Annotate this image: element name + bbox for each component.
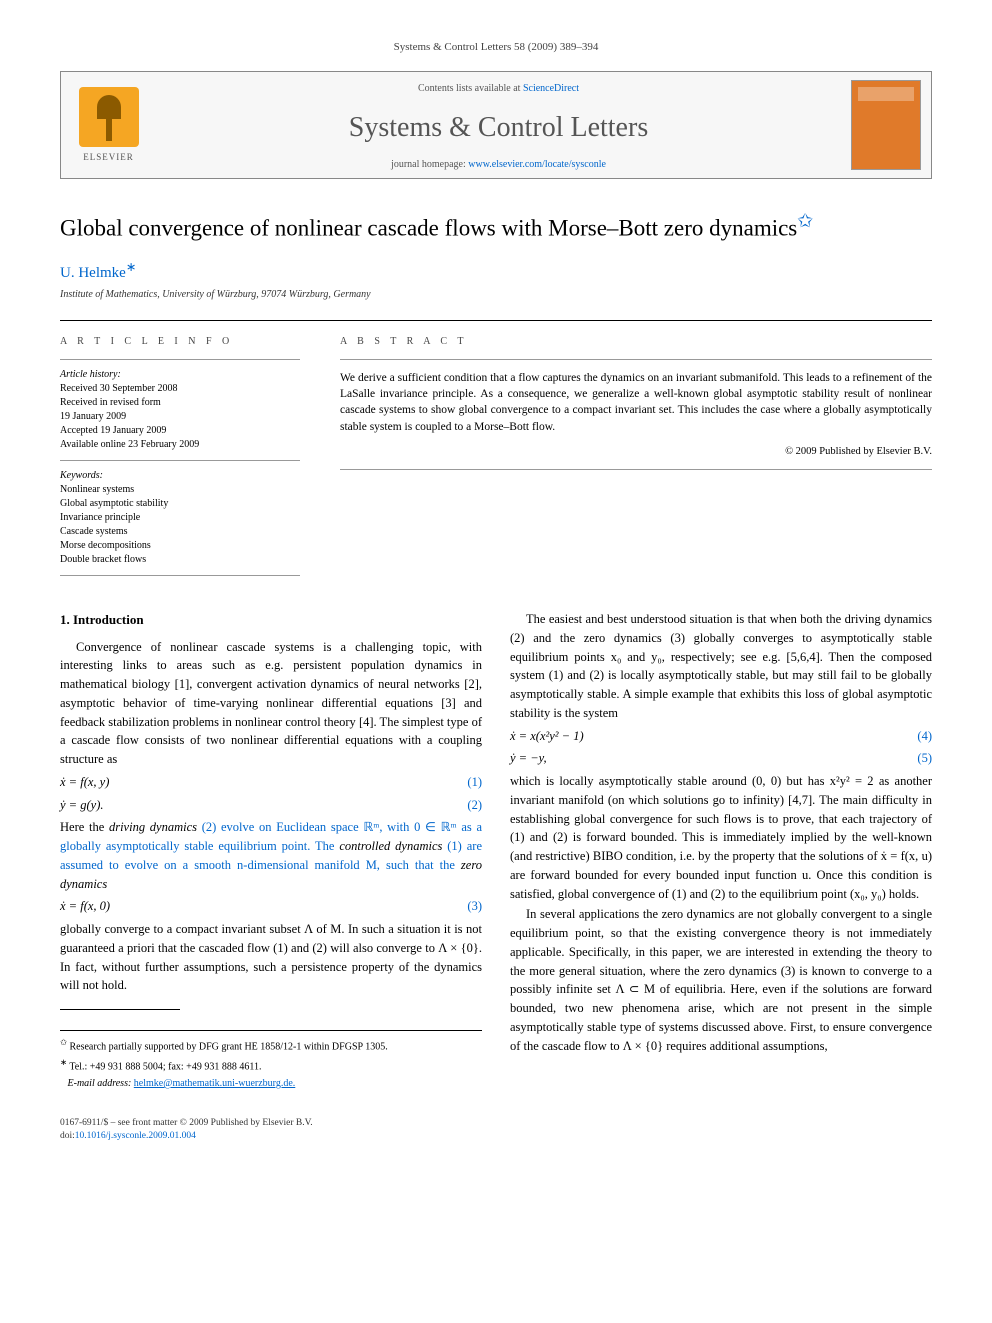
doi-link[interactable]: 10.1016/j.sysconle.2009.01.004 xyxy=(75,1131,196,1141)
cover-thumb-block xyxy=(841,72,931,178)
keyword: Nonlinear systems xyxy=(60,483,300,497)
paragraph: In several applications the zero dynamic… xyxy=(510,905,932,1055)
paragraph: Convergence of nonlinear cascade systems… xyxy=(60,638,482,769)
eq-body: ẋ = x(x²y² − 1) xyxy=(510,727,584,746)
homepage-line: journal homepage: www.elsevier.com/locat… xyxy=(156,158,841,172)
fn-mark: ∗ xyxy=(60,1058,67,1067)
equation: ẏ = g(y). (2) xyxy=(60,796,482,815)
author-line: U. Helmke∗ xyxy=(60,259,932,284)
paragraph: The easiest and best understood situatio… xyxy=(510,610,932,723)
author-mark: ∗ xyxy=(126,260,136,274)
body-columns: 1. Introduction Convergence of nonlinear… xyxy=(60,610,932,1093)
info-abstract-row: A R T I C L E I N F O Article history: R… xyxy=(60,335,932,584)
page-footer: 0167-6911/$ – see front matter © 2009 Pu… xyxy=(60,1117,932,1144)
fn-mark: ✩ xyxy=(60,1038,67,1047)
abstract-copyright: © 2009 Published by Elsevier B.V. xyxy=(340,445,932,460)
keyword: Double bracket flows xyxy=(60,553,300,567)
eq-number: (3) xyxy=(467,897,482,916)
publisher-label: ELSEVIER xyxy=(83,151,134,164)
journal-banner: ELSEVIER Contents lists available at Sci… xyxy=(60,71,932,179)
history-item: Accepted 19 January 2009 xyxy=(60,424,300,438)
homepage-link[interactable]: www.elsevier.com/locate/sysconle xyxy=(468,159,606,170)
email-label: E-mail address: xyxy=(68,1078,132,1089)
publisher-logo-block: ELSEVIER xyxy=(61,72,156,178)
journal-cover-icon xyxy=(851,80,921,170)
info-label: A R T I C L E I N F O xyxy=(60,335,300,349)
keyword: Invariance principle xyxy=(60,511,300,525)
contents-line: Contents lists available at ScienceDirec… xyxy=(156,82,841,96)
fn-text: Tel.: +49 931 888 5004; fax: +49 931 888… xyxy=(69,1061,261,1072)
paragraph: Here the driving dynamics (2) evolve on … xyxy=(60,818,482,893)
eq-body: ẏ = g(y). xyxy=(60,796,103,815)
keyword: Morse decompositions xyxy=(60,539,300,553)
text: Here the xyxy=(60,820,109,834)
footnotes: ✩ Research partially supported by DFG gr… xyxy=(60,1030,482,1091)
abstract: A B S T R A C T We derive a sufficient c… xyxy=(340,335,932,584)
equation: ẏ = −y, (5) xyxy=(510,749,932,768)
doi-label: doi: xyxy=(60,1131,75,1141)
abstract-text: We derive a sufficient condition that a … xyxy=(340,370,932,434)
eq-number: (5) xyxy=(917,749,932,768)
eq-number: (2) xyxy=(467,796,482,815)
eq-number: (4) xyxy=(917,727,932,746)
keywords-label: Keywords: xyxy=(60,469,300,483)
author-name: U. Helmke xyxy=(60,265,126,281)
title-note-mark: ✩ xyxy=(797,211,813,232)
email-link[interactable]: helmke@mathematik.uni-wuerzburg.de. xyxy=(134,1078,295,1089)
section-heading: 1. Introduction xyxy=(60,610,482,630)
eq-body: ẏ = −y, xyxy=(510,749,547,768)
emph: driving dynamics xyxy=(109,820,197,834)
fn-text: Research partially supported by DFG gran… xyxy=(69,1042,387,1053)
paper-title: Global convergence of nonlinear cascade … xyxy=(60,209,932,245)
affiliation: Institute of Mathematics, University of … xyxy=(60,288,932,302)
eq-body: ẋ = f(x, y) xyxy=(60,773,109,792)
article-info: A R T I C L E I N F O Article history: R… xyxy=(60,335,300,584)
history-item: Received 30 September 2008 xyxy=(60,382,300,396)
contents-prefix: Contents lists available at xyxy=(418,83,523,94)
history-item: 19 January 2009 xyxy=(60,410,300,424)
footer-doi: doi:10.1016/j.sysconle.2009.01.004 xyxy=(60,1130,932,1143)
divider xyxy=(60,320,932,321)
equation: ẋ = f(x, y) (1) xyxy=(60,773,482,792)
eq-body: ẋ = f(x, 0) xyxy=(60,897,110,916)
paragraph: globally converge to a compact invariant… xyxy=(60,920,482,995)
keyword: Global asymptotic stability xyxy=(60,497,300,511)
history-label: Article history: xyxy=(60,368,300,382)
footnote: ✩ Research partially supported by DFG gr… xyxy=(60,1037,482,1054)
footnote-email: E-mail address: helmke@mathematik.uni-wu… xyxy=(60,1076,482,1091)
banner-center: Contents lists available at ScienceDirec… xyxy=(156,72,841,178)
elsevier-tree-icon xyxy=(79,87,139,147)
emph: controlled dynamics xyxy=(339,839,442,853)
history-item: Available online 23 February 2009 xyxy=(60,438,300,452)
equation: ẋ = f(x, 0) (3) xyxy=(60,897,482,916)
history-item: Received in revised form xyxy=(60,396,300,410)
paragraph: which is locally asymptotically stable a… xyxy=(510,772,932,903)
equation: ẋ = x(x²y² − 1) (4) xyxy=(510,727,932,746)
sciencedirect-link[interactable]: ScienceDirect xyxy=(523,83,579,94)
eq-number: (1) xyxy=(467,773,482,792)
footnote: ∗ Tel.: +49 931 888 5004; fax: +49 931 8… xyxy=(60,1057,482,1074)
abstract-label: A B S T R A C T xyxy=(340,335,932,349)
journal-name: Systems & Control Letters xyxy=(156,108,841,147)
keyword: Cascade systems xyxy=(60,525,300,539)
footer-copyright: 0167-6911/$ – see front matter © 2009 Pu… xyxy=(60,1117,932,1130)
footnote-rule xyxy=(60,1009,180,1010)
title-text: Global convergence of nonlinear cascade … xyxy=(60,216,797,241)
homepage-prefix: journal homepage: xyxy=(391,159,468,170)
running-header: Systems & Control Letters 58 (2009) 389–… xyxy=(60,40,932,55)
